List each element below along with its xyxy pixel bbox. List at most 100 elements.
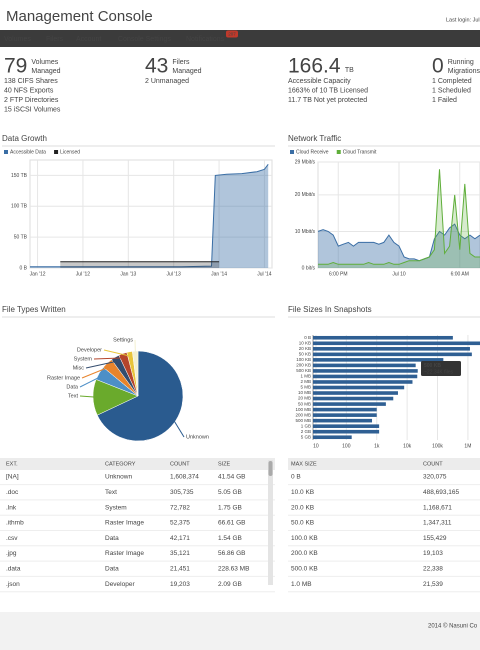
pie-label: System xyxy=(74,356,93,362)
y-tick-label: 50 TB xyxy=(14,234,28,240)
area-fill xyxy=(318,224,480,268)
console-title: Management Console xyxy=(6,8,153,25)
stat-value: 43 xyxy=(145,55,168,78)
pie-label: Misc xyxy=(73,365,85,371)
table-cell: .jpg xyxy=(6,550,17,557)
nav-item[interactable]: Notifications xyxy=(186,36,225,43)
table-cell: 305,735 xyxy=(170,489,194,496)
table-cell: 10.0 KB xyxy=(291,489,314,496)
x-tick-label: 100 xyxy=(342,443,351,449)
nav-item[interactable]: Account xyxy=(76,36,101,43)
table-cell: .doc xyxy=(6,489,19,496)
column-header: MAX SIZE xyxy=(291,461,317,467)
column-header: CATEGORY xyxy=(105,461,136,467)
category-label: 50 MB xyxy=(298,401,311,406)
bar xyxy=(313,413,377,417)
y-tick-label: 29 Mbit/s xyxy=(295,159,316,165)
x-tick-label: Jan '14 xyxy=(211,271,227,277)
stat-label: Managed xyxy=(172,68,201,75)
category-label: 100 KB xyxy=(296,357,311,362)
table-cell: .lnk xyxy=(6,504,17,511)
table-cell: 19,103 xyxy=(423,550,443,557)
bar xyxy=(313,385,405,390)
last-login: Last login: Jul xyxy=(446,17,480,23)
bar xyxy=(313,380,413,384)
table-cell: 21,451 xyxy=(170,566,190,573)
notification-badge xyxy=(226,30,238,38)
table-cell: 155,429 xyxy=(423,535,447,542)
stat-detail: 2 FTP Directories xyxy=(4,97,59,104)
legend-swatch xyxy=(54,150,59,154)
bar xyxy=(313,424,380,428)
pie-label: Raster Image xyxy=(47,375,80,381)
stat-unit: TB xyxy=(345,67,354,74)
series-line xyxy=(317,223,480,262)
stat-detail: 1663% of 10 TB Licensed xyxy=(288,87,368,94)
category-label: 100 MB xyxy=(295,407,311,412)
leader-line xyxy=(79,395,98,398)
table-cell: Unknown xyxy=(105,474,132,481)
header-bg xyxy=(0,0,480,30)
stat-value: 0 xyxy=(432,55,444,78)
bar xyxy=(313,335,453,340)
leader-line xyxy=(79,374,104,388)
x-tick-label: 6:00 AM xyxy=(451,271,469,277)
column-header: EXT. xyxy=(6,461,18,467)
tooltip-title: 500 KB xyxy=(424,363,441,369)
table-cell: .ithmb xyxy=(6,520,24,527)
table-cell: 20.0 KB xyxy=(291,504,314,511)
table-cell: 228.63 MB xyxy=(218,566,249,573)
pie-label: Data xyxy=(66,384,79,390)
area-fill xyxy=(318,169,480,268)
stat-label: Migrations xyxy=(448,68,480,75)
table-cell: 42,171 xyxy=(170,535,190,542)
nav-item[interactable]: Filers xyxy=(46,36,64,43)
pie-slice xyxy=(96,350,184,442)
bar xyxy=(313,374,418,379)
category-label: 20 MB xyxy=(298,396,311,401)
legend-swatch xyxy=(290,150,294,154)
series-line xyxy=(318,169,480,265)
panel-title: File Types Written xyxy=(2,305,66,314)
category-label: 0 B xyxy=(304,335,311,340)
x-tick-label: Jul '13 xyxy=(167,271,182,277)
table-cell: Data xyxy=(105,566,119,573)
table-cell: System xyxy=(105,504,127,511)
category-label: 1 MB xyxy=(300,374,311,379)
bar xyxy=(313,352,472,357)
table-cell: 41.54 GB xyxy=(218,474,245,481)
table-cell: 1,347,311 xyxy=(423,520,452,527)
table-cell: 19,203 xyxy=(170,581,190,588)
stat-detail: 15 iSCSI Volumes xyxy=(4,106,61,113)
table-cell: 320,075 xyxy=(423,474,447,481)
x-tick-label: Jan '13 xyxy=(120,271,136,277)
y-tick-label: 20 Mbit/s xyxy=(295,192,316,198)
nav-item[interactable]: Console Settings xyxy=(118,36,171,43)
legend-label: Cloud Receive xyxy=(296,150,329,156)
stat-detail: 40 NFS Exports xyxy=(4,87,54,94)
pie-label: Unknown xyxy=(186,434,209,440)
nav-bar xyxy=(0,30,480,47)
leader-line xyxy=(81,366,111,379)
x-tick-label: Jul '12 xyxy=(76,271,91,277)
leader-line xyxy=(171,417,185,438)
stat-detail: 1 Completed xyxy=(432,78,472,85)
legend-label: Accessible Data xyxy=(10,150,46,156)
stat-detail: 11.7 TB Not yet protected xyxy=(288,97,367,104)
table-cell: 52,375 xyxy=(170,520,190,527)
bar xyxy=(313,347,470,351)
area-fill xyxy=(60,261,220,268)
x-tick-label: 6:00 PM xyxy=(329,271,348,277)
stat-detail: Accessible Capacity xyxy=(288,78,351,85)
category-label: 5 GB xyxy=(301,434,311,439)
leader-line xyxy=(85,360,118,369)
y-tick-label: 100 TB xyxy=(11,204,28,210)
table-cell: [NA] xyxy=(6,474,19,481)
x-tick-label: 10 xyxy=(313,443,319,449)
nav-item[interactable]: Volumes xyxy=(4,36,31,43)
bar xyxy=(313,435,352,440)
plot-bg xyxy=(29,159,273,269)
stat-label: Managed xyxy=(31,68,60,75)
footer-text: 2014 © Nasuni Co xyxy=(428,623,478,630)
x-tick-label: 10k xyxy=(403,443,412,449)
